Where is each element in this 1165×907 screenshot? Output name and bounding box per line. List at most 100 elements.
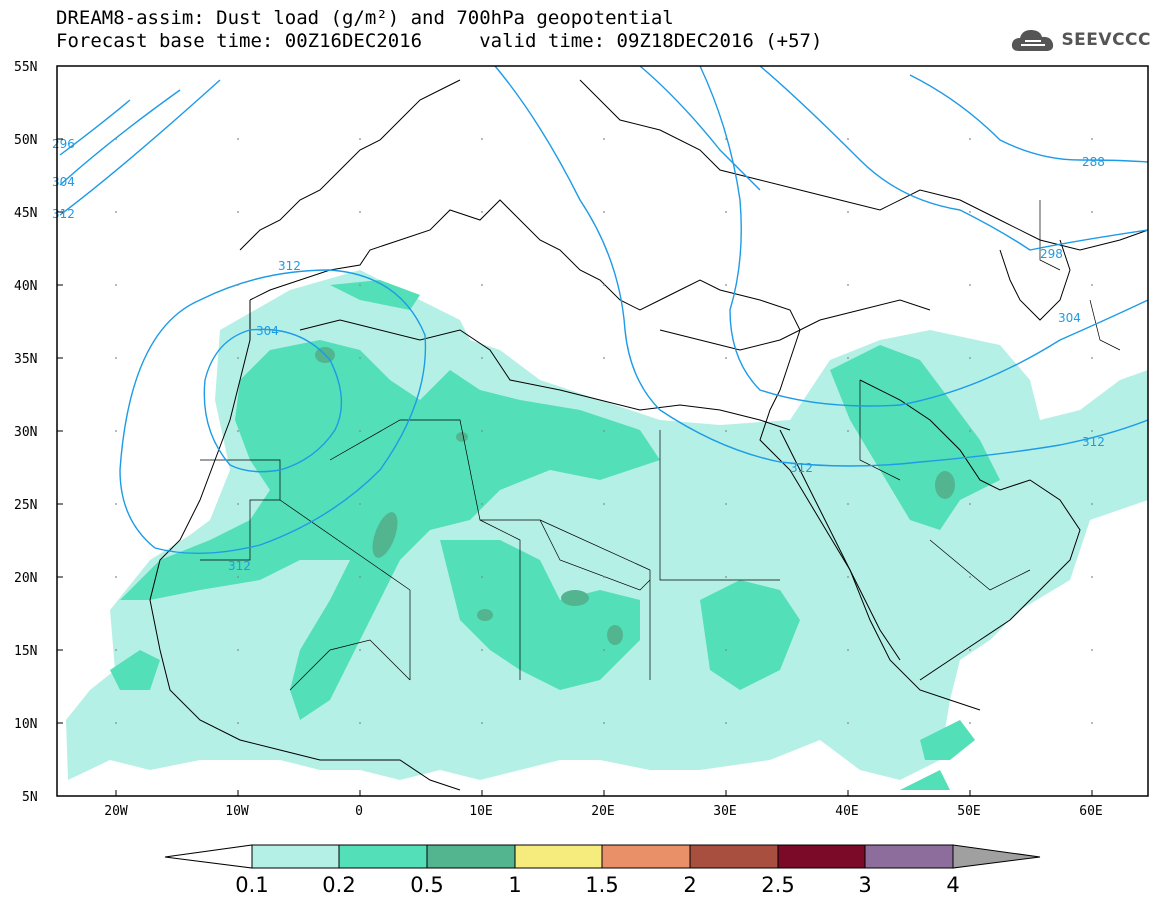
grid-dot (481, 138, 483, 140)
grid-dot (359, 722, 361, 724)
colorbar-left-arrow (164, 844, 253, 869)
grid-dot (237, 430, 239, 432)
colorbar-label: 1 (508, 873, 521, 897)
lon-label: 10E (469, 804, 492, 819)
colorbar-label: 2 (683, 873, 696, 897)
grid-dot (359, 357, 361, 359)
dust-shading-high (315, 347, 955, 645)
colorbar-segment (251, 844, 340, 869)
grid-dot (725, 430, 727, 432)
grid-dot (237, 138, 239, 140)
grid-dot (603, 357, 605, 359)
grid-dot (481, 503, 483, 505)
colorbar-segment (514, 844, 603, 869)
grid-dot (115, 503, 117, 505)
contour-label: 312 (278, 259, 301, 273)
lat-label: 45N (14, 206, 37, 221)
grid-dot (969, 649, 971, 651)
grid-dot (115, 649, 117, 651)
grid-dot (725, 649, 727, 651)
logo-text: SEEVCCC (1061, 30, 1151, 50)
grid-dot (115, 138, 117, 140)
grid-dot (603, 503, 605, 505)
grid-dot (481, 722, 483, 724)
grid-dot (603, 430, 605, 432)
grid-dot (847, 284, 849, 286)
grid-dot (237, 211, 239, 213)
grid-dot (1091, 211, 1093, 213)
grid-dot (847, 138, 849, 140)
contour-label: 296 (52, 137, 75, 151)
grid-dot (481, 284, 483, 286)
grid-dot (725, 284, 727, 286)
grid-dot (359, 430, 361, 432)
coastlines (149, 79, 1149, 791)
grid-dot (115, 211, 117, 213)
grid-dot (359, 649, 361, 651)
grid-dot (847, 722, 849, 724)
colorbar-segment (689, 844, 779, 869)
seevccc-logo: SEEVCCC (1009, 22, 1151, 58)
grid-dot (359, 503, 361, 505)
grid-dot (725, 722, 727, 724)
grid-dot (725, 503, 727, 505)
grid-dot (969, 284, 971, 286)
colorbar-segment (338, 844, 428, 869)
lat-label: 15N (14, 644, 37, 659)
contour-label: 312 (1082, 435, 1105, 449)
cloud-icon (1012, 30, 1054, 51)
grid-dot (115, 430, 117, 432)
lon-label: 20E (591, 804, 614, 819)
lat-label: 35N (14, 352, 37, 367)
grid-dot (237, 357, 239, 359)
grid-dot (1091, 576, 1093, 578)
grid-dot (237, 722, 239, 724)
lon-label: 50E (957, 804, 980, 819)
grid-dot (603, 211, 605, 213)
grid-dot (603, 284, 605, 286)
grid-dot (603, 576, 605, 578)
colorbar-label: 0.5 (410, 873, 443, 897)
lat-label: 10N (14, 717, 37, 732)
grid-dot (969, 357, 971, 359)
lon-label: 10W (225, 804, 249, 819)
grid-dot (969, 576, 971, 578)
grid-dot (481, 211, 483, 213)
grid-dot (481, 357, 483, 359)
lon-label: 40E (835, 804, 858, 819)
grid-dot (725, 211, 727, 213)
grid-dot (969, 211, 971, 213)
grid-dot (481, 430, 483, 432)
grid-dot (603, 138, 605, 140)
grid-dot (1091, 503, 1093, 505)
lat-label: 50N (14, 133, 37, 148)
grid-dot (847, 576, 849, 578)
grid-dot (237, 284, 239, 286)
contour-label: 304 (1058, 311, 1081, 325)
grid-dot (1091, 284, 1093, 286)
grid-dot (847, 503, 849, 505)
lat-label: 30N (14, 425, 37, 440)
map-title: DREAM8-assim: Dust load (g/m²) and 700hP… (56, 7, 674, 29)
grid-dot (1091, 138, 1093, 140)
country-borders (200, 200, 1121, 691)
grid-dot (359, 576, 361, 578)
grid-dot (1091, 722, 1093, 724)
grid-dot (969, 138, 971, 140)
colorbar: 0.1 0.2 0.5 1 1.5 2 2.5 3 4 (164, 844, 1041, 897)
grid-dot (847, 430, 849, 432)
lon-label: 60E (1079, 804, 1102, 819)
lat-label: 20N (14, 571, 37, 586)
grid-dot (725, 576, 727, 578)
colorbar-label: 2.5 (761, 873, 794, 897)
contour-label: 312 (790, 461, 813, 475)
colorbar-segment (601, 844, 691, 869)
colorbar-right-arrow (952, 844, 1041, 869)
colorbar-label: 1.5 (585, 873, 618, 897)
latitude-labels: 55N 50N 45N 40N 35N 30N 25N 20N 15N 10N … (14, 60, 38, 805)
contour-label: 288 (1082, 155, 1105, 169)
grid-dot (481, 576, 483, 578)
grid-dot (115, 576, 117, 578)
longitude-labels: 20W 10W 0 10E 20E 30E 40E 50E 60E (104, 804, 1102, 819)
lon-label: 0 (355, 804, 363, 819)
